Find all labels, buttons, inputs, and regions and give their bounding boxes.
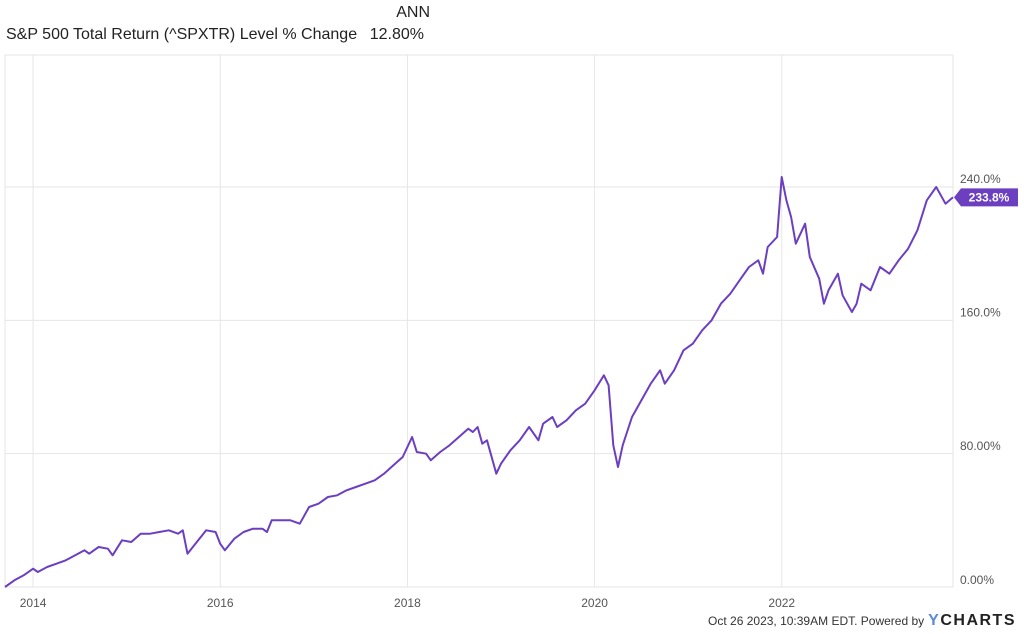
y-tick-label: 240.0% xyxy=(960,172,1001,186)
x-tick-label: 2018 xyxy=(394,596,421,610)
x-tick-label: 2014 xyxy=(20,596,47,610)
x-tick-label: 2020 xyxy=(581,596,608,610)
footer-timestamp: Oct 26 2023, 10:39AM EDT. Powered by xyxy=(708,614,925,628)
x-tick-label: 2016 xyxy=(207,596,234,610)
y-tick-label: 0.00% xyxy=(960,573,994,587)
plot-frame xyxy=(4,54,954,588)
last-value-badge xyxy=(954,188,1018,207)
ycharts-logo-text: CHARTS xyxy=(940,612,1016,629)
y-tick-label: 160.0% xyxy=(960,306,1001,320)
last-value-label: 233.8% xyxy=(969,190,1010,204)
series-line xyxy=(4,176,954,588)
x-tick-label: 2022 xyxy=(768,596,795,610)
ycharts-logo[interactable]: YCHARTS xyxy=(928,612,1016,630)
ycharts-logo-y: Y xyxy=(928,612,941,629)
chart-footer: Oct 26 2023, 10:39AM EDT. Powered by YCH… xyxy=(708,612,1016,630)
legend-series-name: S&P 500 Total Return (^SPXTR) Level % Ch… xyxy=(6,26,358,43)
legend-header: ANN xyxy=(396,4,430,21)
y-tick-label: 80.00% xyxy=(960,439,1001,453)
chart-legend: ANN S&P 500 Total Return (^SPXTR) Level … xyxy=(0,0,440,50)
legend-series-value: 12.80% xyxy=(369,26,424,43)
